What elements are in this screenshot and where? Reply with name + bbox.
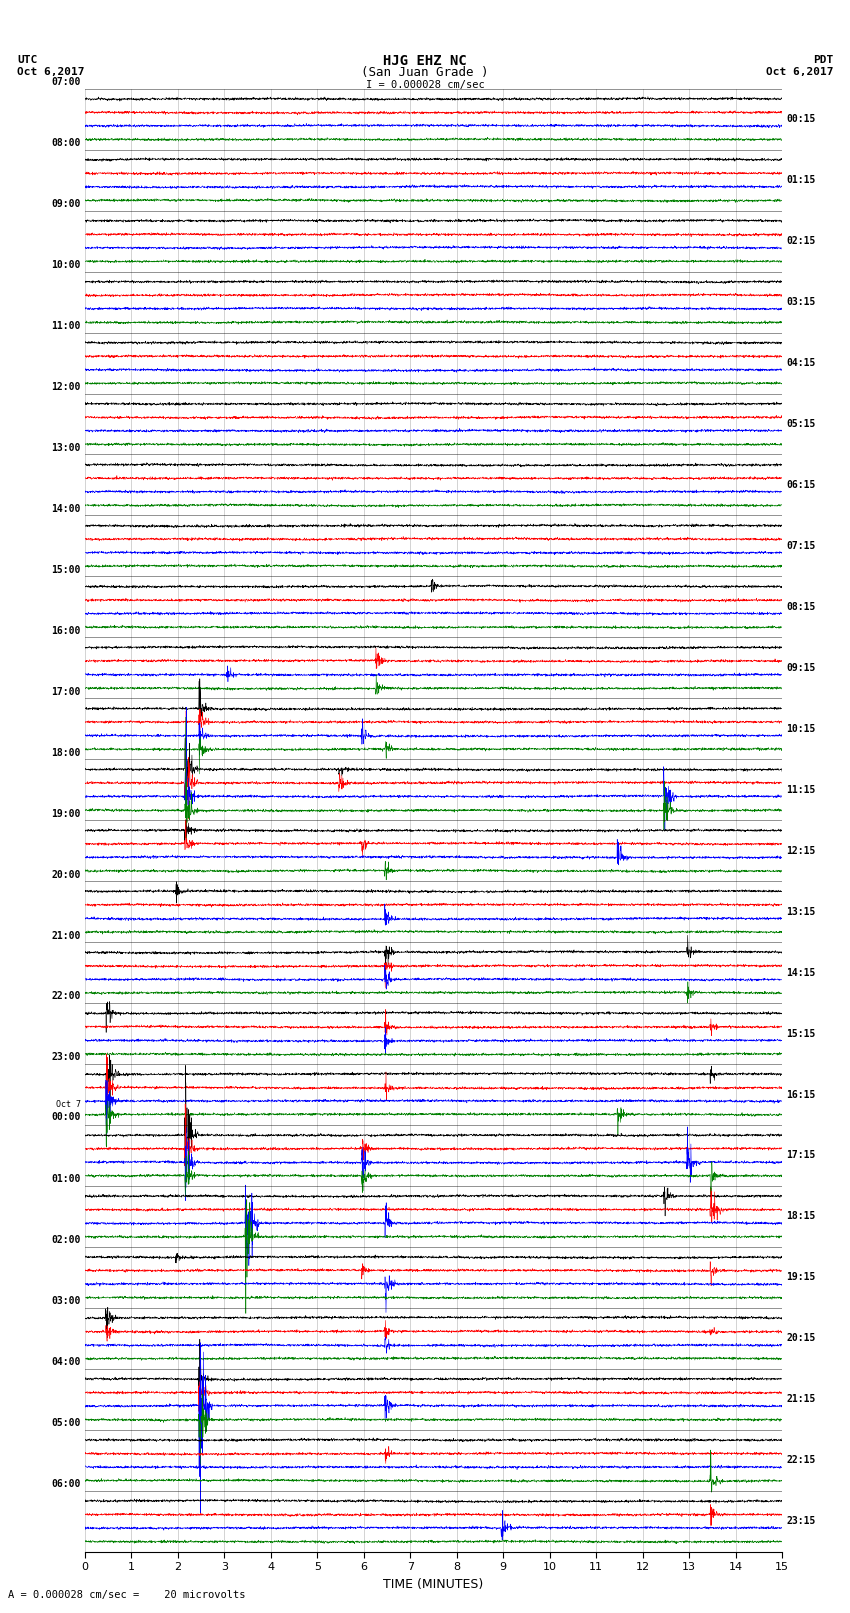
Text: 13:15: 13:15 [786,907,816,916]
Text: HJG EHZ NC: HJG EHZ NC [383,53,467,68]
Text: 14:15: 14:15 [786,968,816,977]
Text: 21:00: 21:00 [51,931,81,940]
Text: 08:00: 08:00 [51,139,81,148]
Text: 09:15: 09:15 [786,663,816,673]
Text: 06:00: 06:00 [51,1479,81,1489]
Text: 20:00: 20:00 [51,869,81,879]
Text: 05:15: 05:15 [786,419,816,429]
Text: 04:00: 04:00 [51,1357,81,1368]
Text: 15:00: 15:00 [51,565,81,574]
Text: 21:15: 21:15 [786,1394,816,1405]
Text: 17:00: 17:00 [51,687,81,697]
Text: A = 0.000028 cm/sec =    20 microvolts: A = 0.000028 cm/sec = 20 microvolts [8,1590,246,1600]
Text: 13:00: 13:00 [51,444,81,453]
Text: 08:15: 08:15 [786,602,816,611]
Text: 02:00: 02:00 [51,1236,81,1245]
Text: 14:00: 14:00 [51,503,81,515]
Text: 07:15: 07:15 [786,540,816,552]
Text: 17:15: 17:15 [786,1150,816,1160]
Text: (San Juan Grade ): (San Juan Grade ) [361,66,489,79]
Text: 22:15: 22:15 [786,1455,816,1465]
Text: 16:15: 16:15 [786,1089,816,1100]
Text: 20:15: 20:15 [786,1334,816,1344]
Text: 19:00: 19:00 [51,808,81,819]
Text: 00:00: 00:00 [51,1111,81,1121]
Text: 16:00: 16:00 [51,626,81,636]
Text: 10:00: 10:00 [51,260,81,269]
Text: 22:00: 22:00 [51,992,81,1002]
Text: Oct 6,2017: Oct 6,2017 [766,68,833,77]
Text: 12:15: 12:15 [786,845,816,855]
Text: 04:15: 04:15 [786,358,816,368]
Text: 03:15: 03:15 [786,297,816,306]
Text: 11:00: 11:00 [51,321,81,331]
Text: Oct 6,2017: Oct 6,2017 [17,68,84,77]
Text: 07:00: 07:00 [51,77,81,87]
Text: I = 0.000028 cm/sec: I = 0.000028 cm/sec [366,81,484,90]
Text: 06:15: 06:15 [786,481,816,490]
Text: 23:15: 23:15 [786,1516,816,1526]
Text: 23:00: 23:00 [51,1052,81,1063]
Text: 10:15: 10:15 [786,724,816,734]
Text: 18:15: 18:15 [786,1211,816,1221]
X-axis label: TIME (MINUTES): TIME (MINUTES) [383,1578,484,1590]
Text: PDT: PDT [813,55,833,65]
Text: 01:00: 01:00 [51,1174,81,1184]
Text: 19:15: 19:15 [786,1273,816,1282]
Text: Oct 7: Oct 7 [56,1100,81,1108]
Text: 18:00: 18:00 [51,748,81,758]
Text: UTC: UTC [17,55,37,65]
Text: 00:15: 00:15 [786,115,816,124]
Text: 15:15: 15:15 [786,1029,816,1039]
Text: 05:00: 05:00 [51,1418,81,1428]
Text: 09:00: 09:00 [51,198,81,210]
Text: 03:00: 03:00 [51,1297,81,1307]
Text: 12:00: 12:00 [51,382,81,392]
Text: 02:15: 02:15 [786,235,816,247]
Text: 11:15: 11:15 [786,786,816,795]
Text: 01:15: 01:15 [786,176,816,185]
